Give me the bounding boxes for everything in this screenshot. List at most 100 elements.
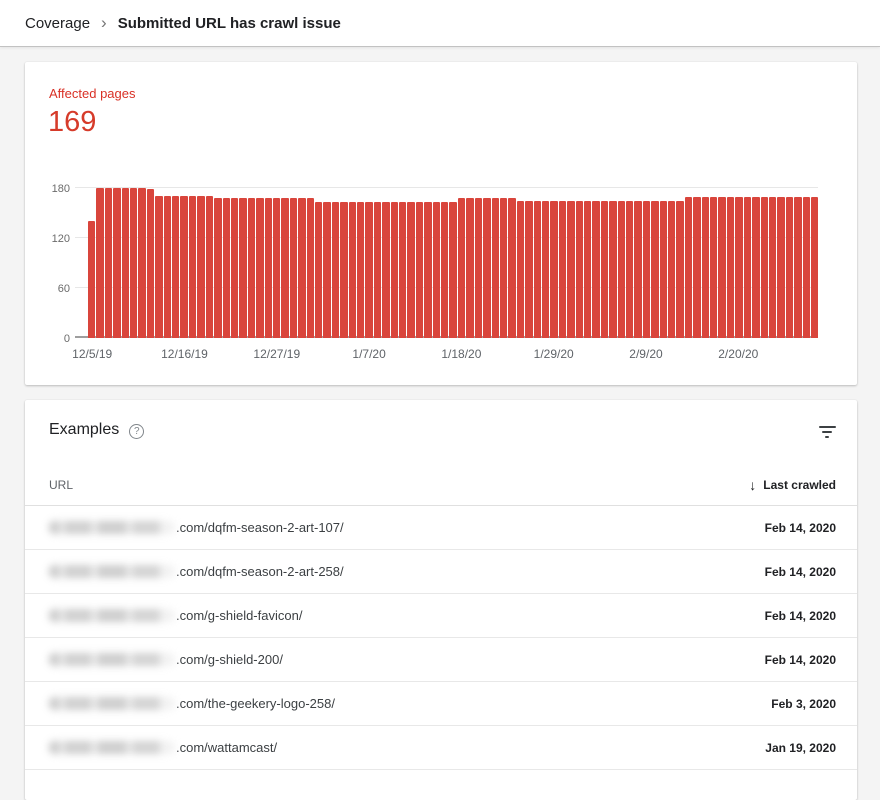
x-axis-tick-label: 12/16/19 [161, 347, 208, 361]
chart-bar [668, 200, 676, 338]
url-text: .com/g-shield-favicon/ [176, 608, 303, 623]
chart-bar [373, 202, 382, 338]
x-axis-tick-label: 1/29/20 [533, 347, 574, 361]
url-prefix-redacted [49, 653, 175, 666]
chart-bar [752, 197, 760, 338]
chart-bar [710, 197, 718, 338]
table-row[interactable]: .com/the-geekery-logo-258/ Feb 3, 2020 [25, 682, 857, 726]
chart-bar [642, 200, 651, 338]
y-axis-tick-label: 0 [63, 333, 70, 345]
chart-bar [239, 198, 247, 338]
chart-bar [390, 202, 399, 338]
chart-bar [499, 198, 508, 338]
x-axis-tick-label: 12/27/19 [253, 347, 301, 361]
chart-bar [256, 198, 264, 338]
column-header-last-crawled[interactable]: ↓ Last crawled [749, 476, 836, 493]
chart-bar [230, 198, 239, 338]
chart-bar [88, 221, 96, 338]
chart-bar [474, 198, 483, 338]
x-axis-tick-label: 1/7/20 [352, 347, 386, 361]
table-row[interactable]: .com/g-shield-200/ Feb 14, 2020 [25, 638, 857, 682]
gridline [75, 187, 818, 188]
chart-bar [743, 197, 752, 338]
table-row[interactable]: .com/wattamcast/ Jan 19, 2020 [25, 726, 857, 770]
chart-bars [88, 188, 819, 338]
chart-bar [634, 200, 642, 338]
examples-table-header: URL ↓ Last crawled [25, 464, 857, 506]
chart-bar [609, 200, 617, 338]
chart-bar [264, 198, 272, 338]
chart-bar [626, 200, 634, 338]
chart-bar [525, 200, 533, 338]
chart-bar [146, 188, 155, 338]
chart-bar [289, 198, 298, 338]
column-header-url: URL [49, 477, 74, 492]
chart-bar [541, 200, 550, 338]
chart-bar [96, 188, 104, 338]
chart-bar [718, 197, 726, 338]
chart-bar [583, 200, 592, 338]
chart-bar [138, 188, 146, 338]
chart-bar [323, 202, 331, 338]
x-axis-tick-label: 12/5/19 [72, 347, 113, 361]
last-crawled-date: Feb 14, 2020 [764, 608, 836, 623]
chart-bar [113, 188, 121, 338]
chart-bar [272, 198, 281, 338]
chart-bar [441, 202, 449, 338]
chart-bar [306, 198, 314, 338]
chart-bar [188, 195, 197, 338]
y-axis-tick-label: 120 [51, 233, 70, 246]
chart-bar [457, 198, 466, 338]
chart-bar [214, 198, 222, 338]
chart-bar [449, 202, 457, 338]
chart-bar [533, 200, 541, 338]
chart-bar [424, 202, 432, 338]
breadcrumb: Coverage › Submitted URL has crawl issue [0, 0, 880, 47]
chart-bar [483, 198, 491, 338]
url-prefix-redacted [49, 565, 175, 578]
chart-bar [735, 197, 743, 338]
chart-bar [314, 202, 323, 338]
affected-pages-chart: 0 60 120 180 12/5/19 12/16/19 12/27/19 1/7/20 1/… [52, 183, 819, 361]
chart-bar [794, 197, 802, 338]
affected-pages-card: Affected pages 169 0 60 120 180 12/5/19 12/16… [25, 62, 857, 385]
chart-bar [281, 198, 289, 338]
chart-bar [172, 195, 180, 338]
page-title: Submitted URL has crawl issue [117, 14, 341, 32]
url-text: .com/dqfm-season-2-art-258/ [176, 564, 344, 579]
chevron-right-icon: › [101, 12, 107, 32]
last-crawled-date: Feb 14, 2020 [764, 564, 836, 579]
breadcrumb-coverage-link[interactable]: Coverage [25, 14, 91, 32]
y-axis-tick-label: 60 [57, 283, 70, 296]
table-row[interactable]: .com/dqfm-season-2-art-258/ Feb 14, 2020 [25, 550, 857, 594]
chart-bar [491, 198, 499, 338]
url-text: .com/dqfm-season-2-art-107/ [176, 520, 344, 535]
url-text: .com/the-geekery-logo-258/ [176, 696, 335, 711]
chart-bar [592, 200, 600, 338]
url-prefix-redacted [49, 609, 175, 622]
chart-bar [163, 195, 172, 338]
chart-bar [676, 200, 684, 338]
chart-bar [659, 200, 668, 338]
chart-bar [348, 202, 356, 338]
url-text: .com/g-shield-200/ [176, 652, 283, 667]
chart-bar [180, 195, 188, 338]
last-crawled-date: Jan 19, 2020 [765, 740, 836, 755]
chart-bar [516, 200, 525, 338]
chart-bar [382, 202, 390, 338]
url-prefix-redacted [49, 697, 175, 710]
chart-bar [558, 200, 567, 338]
x-axis-tick-label: 1/18/20 [441, 347, 482, 361]
x-axis-tick-label: 2/20/20 [718, 347, 759, 361]
chart-bar [810, 197, 819, 338]
chart-bar [768, 197, 777, 338]
chart-bar [298, 198, 306, 338]
chart-bar [407, 202, 415, 338]
help-icon[interactable]: ? [129, 423, 145, 439]
chart-bar [684, 197, 693, 338]
table-row[interactable]: .com/g-shield-favicon/ Feb 14, 2020 [25, 594, 857, 638]
chart-bar [575, 200, 583, 338]
chart-bar [777, 197, 785, 338]
table-row[interactable]: .com/dqfm-season-2-art-107/ Feb 14, 2020 [25, 506, 857, 550]
filter-icon[interactable] [818, 423, 836, 438]
